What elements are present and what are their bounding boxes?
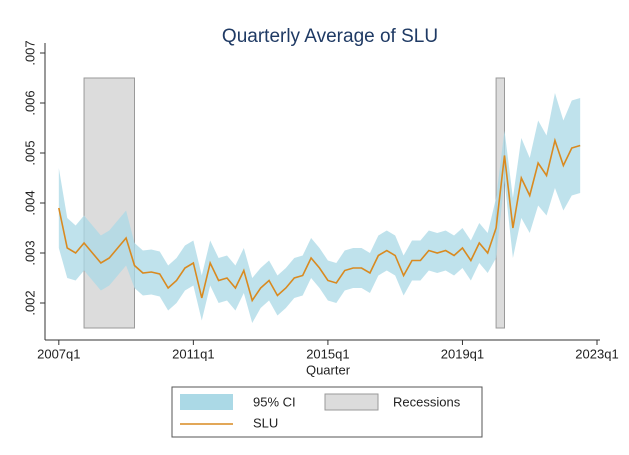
y-tick-label: .005: [22, 140, 37, 165]
x-tick-label: 2019q1: [441, 346, 484, 361]
legend-label: 95% CI: [253, 394, 296, 409]
chart-title: Quarterly Average of SLU: [222, 26, 438, 47]
y-tick-label: .006: [22, 90, 37, 115]
legend-swatch: [324, 393, 379, 411]
recession-band: [83, 77, 135, 329]
x-tick-label: 2015q1: [306, 346, 349, 361]
series-line: [58, 137, 581, 303]
y-tick-label: .004: [22, 190, 37, 215]
x-tick-label: 2023q1: [575, 346, 618, 361]
legend-label: SLU: [253, 415, 278, 430]
x-tick-label: 2007q1: [37, 346, 80, 361]
x-tick-label: 2011q1: [172, 346, 214, 361]
y-tick-label: .007: [22, 40, 37, 65]
y-tick-label: .003: [22, 240, 37, 265]
x-axis-label: Quarter: [306, 362, 351, 377]
legend: 95% CI Recessions SLU: [171, 386, 483, 438]
legend-swatch: [180, 394, 233, 410]
legend-label: Recessions: [393, 394, 461, 409]
y-tick-label: .002: [22, 290, 37, 315]
